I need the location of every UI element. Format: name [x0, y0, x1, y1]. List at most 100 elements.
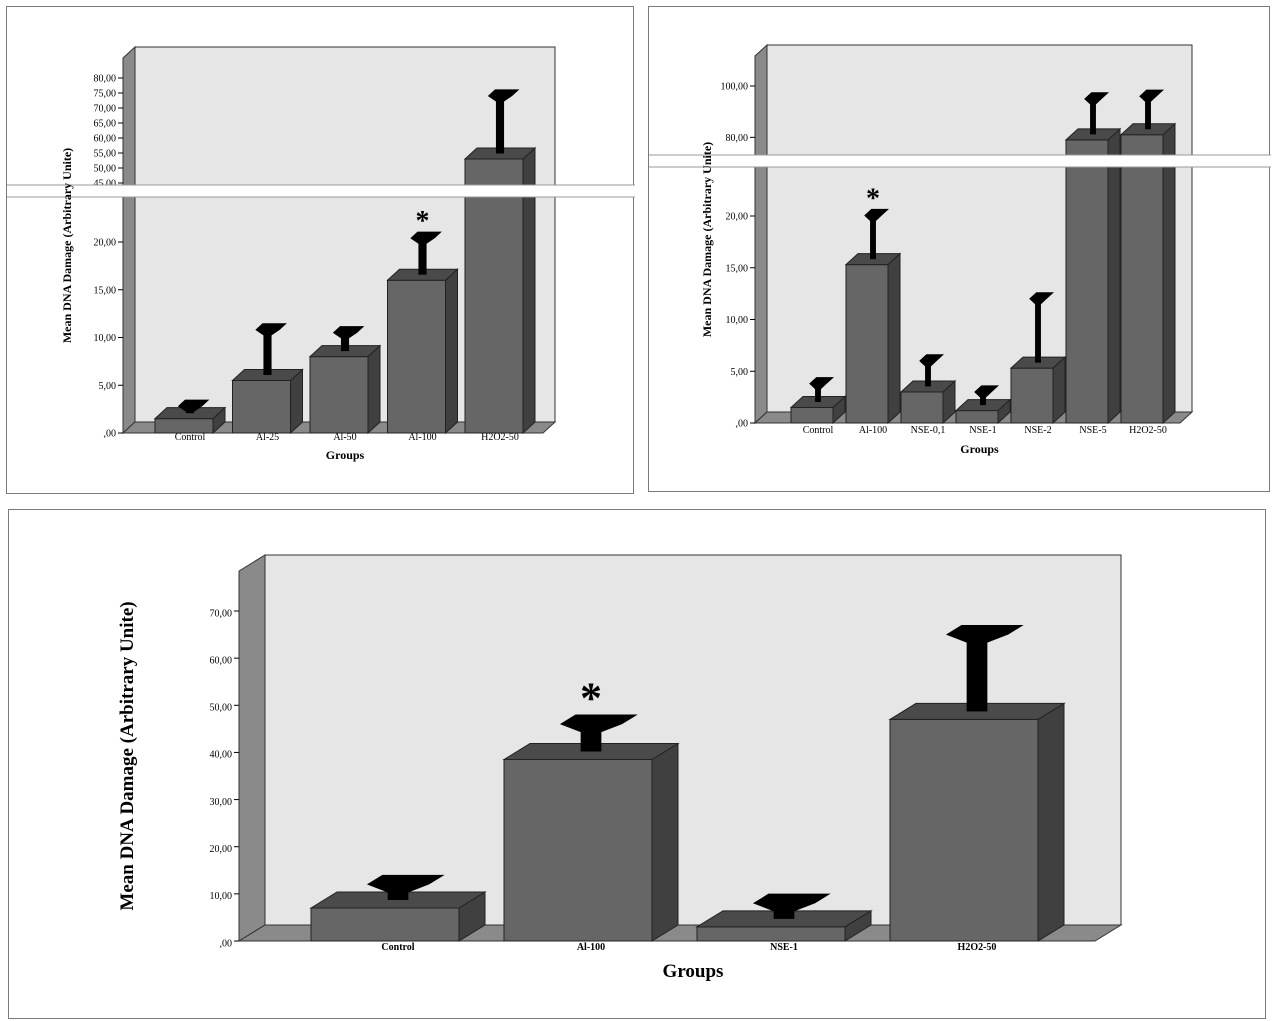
chart-c-y-axis-title: Mean DNA Damage (Arbitrary Unite) — [117, 601, 138, 910]
chart-a-bar-3 — [387, 279, 446, 434]
chart-a-y-axis-title: Mean DNA Damage (Arbitrary Unite) — [60, 148, 74, 343]
chart-c-ytick-label: 20,00 — [210, 844, 233, 855]
chart-a-error-cap-1 — [255, 323, 287, 336]
chart-a-category-label-2: Al-50 — [333, 432, 356, 443]
chart-a-ytick-label: 75,00 — [94, 89, 117, 100]
chart-b-x-axis-title: Groups — [960, 442, 999, 456]
chart-c-error-cap-0 — [366, 874, 445, 893]
chart-b-y-axis-title: Mean DNA Damage (Arbitrary Unite) — [700, 142, 714, 337]
chart-c-bar-2 — [696, 926, 846, 942]
chart-a-ytick-label: 65,00 — [94, 119, 117, 130]
chart-b-bar-4 — [1010, 367, 1054, 424]
chart-b-axis-break — [649, 155, 1271, 167]
chart-b-error-bar-5 — [1090, 98, 1096, 135]
chart-c-svg: ,00 10,00 20,00 30,00 40,00 50,00 60,00 70,00 Co… — [117, 554, 1123, 982]
chart-c-bar-side-1 — [651, 742, 679, 942]
chart-c-x-axis-title: Groups — [663, 961, 724, 982]
chart-a-bar-side-3 — [445, 268, 458, 435]
chart-a-ytick-label: 80,00 — [94, 74, 117, 85]
chart-b-bar-0 — [790, 406, 834, 424]
chart-b-error-cap-2 — [919, 354, 945, 367]
chart-a-error-cap-0 — [177, 399, 210, 412]
chart-c-bar-side-3 — [1037, 702, 1065, 942]
chart-a-bar-0 — [154, 418, 214, 434]
chart-b-significance-1: * — [866, 183, 880, 214]
chart-a-ytick-label: 45,00 — [94, 179, 117, 190]
chart-a-ytick-label: 15,00 — [94, 285, 117, 296]
chart-b-svg: ,00 5,00 10,00 15,00 20,00 80,00 100,00 Control… — [649, 43, 1271, 456]
chart-c-error-cap-1 — [559, 714, 638, 733]
chart-c-ytick-label: 30,00 — [210, 797, 233, 808]
chart-b-bar-side-5 — [1107, 127, 1121, 425]
chart-a-axis-break — [7, 185, 635, 197]
chart-c-error-cap-3 — [945, 624, 1024, 643]
chart-a-category-label-0: Control — [175, 432, 206, 443]
chart-panel-b: ,00 5,00 10,00 15,00 20,00 80,00 100,00 Control… — [648, 6, 1271, 492]
chart-b-error-bar-2 — [925, 360, 931, 387]
chart-c-bar-top-3 — [888, 702, 1066, 720]
chart-a-bar-4 — [464, 158, 524, 434]
chart-b-error-bar-3 — [980, 391, 986, 406]
chart-b-error-cap-1 — [864, 208, 890, 221]
chart-b-category-label-0: Control — [803, 425, 834, 436]
chart-b-error-cap-6 — [1139, 89, 1165, 102]
chart-c-category-label-2: NSE-1 — [770, 942, 798, 953]
chart-b-error-bar-1 — [870, 215, 876, 260]
chart-b-side-wall — [754, 43, 768, 425]
chart-a-error-bar-1 — [263, 329, 272, 375]
chart-a-error-cap-3 — [410, 231, 442, 244]
chart-b-ytick-label: 10,00 — [726, 315, 749, 326]
chart-b-ytick-label: 15,00 — [726, 263, 749, 274]
chart-a-error-bar-3 — [418, 238, 427, 275]
chart-b-bar-top-2 — [899, 380, 957, 393]
chart-a-side-wall — [122, 45, 136, 435]
chart-b-category-label-1: Al-100 — [859, 425, 887, 436]
chart-c-ytick-label: 70,00 — [210, 608, 233, 619]
chart-b-error-bar-0 — [815, 383, 821, 402]
chart-a-error-cap-2 — [332, 326, 365, 339]
chart-b-bar-2 — [900, 391, 944, 424]
chart-b-ytick-label: 80,00 — [726, 133, 749, 144]
chart-c-bar-3 — [889, 718, 1039, 942]
chart-b-category-label-5: NSE-5 — [1079, 425, 1106, 436]
chart-a-bar-side-2 — [367, 344, 381, 435]
chart-b-ytick-label: 100,00 — [721, 82, 749, 93]
chart-a-error-bar-2 — [340, 332, 350, 352]
chart-c-error-cap-2 — [752, 893, 831, 912]
chart-b-error-cap-4 — [1029, 292, 1055, 305]
chart-a-category-label-3: Al-100 — [408, 432, 436, 443]
chart-a-error-bar-4 — [495, 96, 505, 154]
chart-a-bar-2 — [309, 356, 369, 434]
chart-c-significance-1: * — [580, 673, 602, 722]
chart-a-ytick-label: 70,00 — [94, 104, 117, 115]
chart-a-ytick-label: 55,00 — [94, 149, 117, 160]
chart-b-error-bar-4 — [1035, 298, 1041, 363]
chart-a-x-axis-title: Groups — [326, 448, 365, 462]
chart-c-bar-top-2 — [695, 910, 873, 928]
chart-panel-a: ,00 5,00 10,00 15,00 20,00 45,00 50,00 55,00 60,… — [6, 6, 635, 494]
chart-b-bar-side-6 — [1162, 122, 1176, 425]
chart-b-bar-5 — [1065, 139, 1109, 424]
chart-c-error-bar-3 — [966, 634, 988, 712]
chart-a-ytick-label: ,00 — [104, 429, 117, 440]
chart-b-category-label-4: NSE-2 — [1024, 425, 1051, 436]
chart-b-ytick-label: 5,00 — [731, 367, 749, 378]
chart-c-category-label-3: H2O2-50 — [958, 942, 997, 953]
chart-b-ytick-label: 20,00 — [726, 212, 749, 223]
chart-c-category-label-1: Al-100 — [577, 942, 605, 953]
chart-b-bar-6 — [1120, 134, 1164, 424]
chart-a-category-label-4: H2O2-50 — [481, 432, 519, 443]
chart-a-error-cap-4 — [487, 89, 520, 102]
chart-a-bar-1 — [232, 379, 291, 434]
chart-panel-c: ,00 10,00 20,00 30,00 40,00 50,00 60,00 70,00 Co… — [8, 509, 1266, 1019]
chart-c-ytick-label: 60,00 — [210, 655, 233, 666]
chart-a-ytick-label: 50,00 — [94, 164, 117, 175]
chart-c-ytick-label: 50,00 — [210, 703, 233, 714]
chart-b-error-bar-6 — [1145, 96, 1151, 130]
chart-c-ytick-label: 10,00 — [210, 891, 233, 902]
chart-a-ytick-label: 5,00 — [99, 381, 117, 392]
chart-a-ytick-label: 10,00 — [94, 333, 117, 344]
chart-c-ytick-label: 40,00 — [210, 750, 233, 761]
chart-b-error-cap-3 — [974, 385, 1000, 398]
chart-a-svg: ,00 5,00 10,00 15,00 20,00 45,00 50,00 55,00 60,… — [7, 45, 635, 462]
